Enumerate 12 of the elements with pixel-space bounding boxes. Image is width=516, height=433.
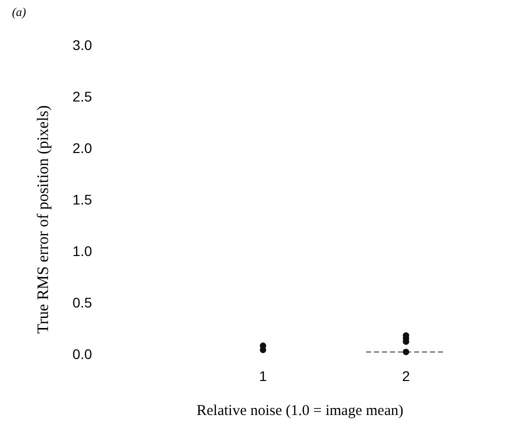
y-tick-label: 2.5 [72,88,92,104]
y-tick-label: 2.0 [72,140,92,156]
y-tick-label: 3.0 [72,36,92,53]
y-tick-label: 1.0 [72,242,92,259]
x-tick-label: 2 [402,368,410,384]
y-tick-label: 0.5 [72,294,92,310]
y-tick-label: 1.5 [72,191,92,208]
y-tick-label: 0.0 [72,346,92,362]
text: (a) [12,5,26,19]
x-tick-label: 1 [259,368,268,384]
y-axis-title: True RMS error of position (pixels) [35,105,52,334]
x-axis-title: Relative noise (1.0 = image mean) [196,403,404,419]
